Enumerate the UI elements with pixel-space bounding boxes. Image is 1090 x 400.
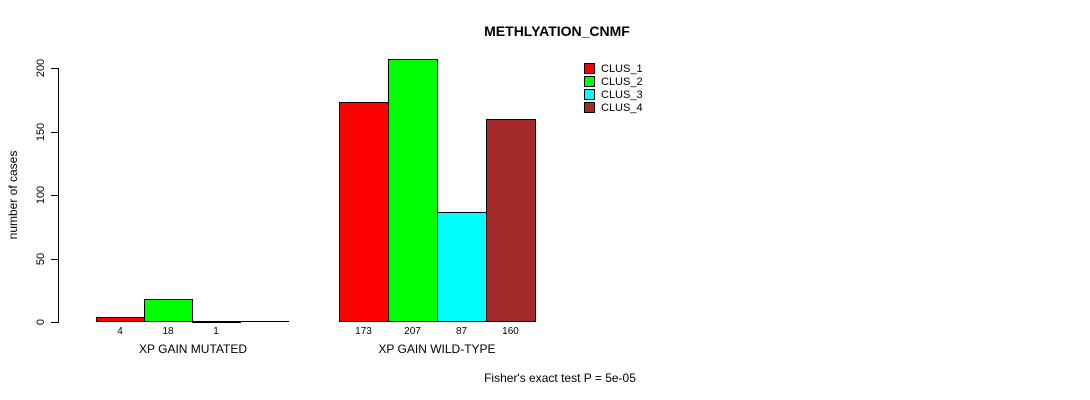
y-tick-label: 150 — [35, 122, 47, 142]
bar-value-label: 18 — [162, 326, 174, 337]
y-tick-label: 200 — [35, 58, 47, 78]
legend-swatch-icon — [584, 102, 595, 113]
legend-item-clus_2: CLUS_2 — [584, 75, 643, 88]
bar-value-label: 87 — [455, 326, 468, 337]
y-axis-title: number of cases — [6, 150, 20, 240]
bar-clus_1-mutated — [96, 317, 145, 322]
bar-clus_4-wild-type — [486, 119, 536, 322]
legend-label: CLUS_1 — [601, 62, 643, 75]
legend-item-clus_4: CLUS_4 — [584, 101, 643, 114]
group-label-wild-type: XP GAIN WILD-TYPE — [378, 342, 496, 356]
legend-item-clus_3: CLUS_3 — [584, 88, 643, 101]
legend: CLUS_1 CLUS_2 CLUS_3 CLUS_4 — [584, 62, 643, 114]
bar-clus_2-mutated — [144, 299, 193, 322]
fisher-test-annotation: Fisher's exact test P = 5e-05 — [484, 371, 636, 385]
bar-clus_2-wild-type — [388, 59, 438, 322]
legend-label: CLUS_4 — [601, 101, 643, 114]
y-axis-line — [58, 68, 59, 323]
chart-title: METHLYATION_CNMF — [484, 23, 630, 39]
legend-swatch-icon — [584, 89, 595, 100]
bar-value-label: 173 — [355, 326, 372, 337]
bar-value-label: 160 — [502, 326, 519, 337]
bar-value-label: 207 — [404, 326, 421, 337]
legend-item-clus_1: CLUS_1 — [584, 62, 643, 75]
legend-swatch-icon — [584, 63, 595, 74]
bar-value-label: 4 — [117, 326, 123, 337]
legend-label: CLUS_2 — [601, 75, 643, 88]
y-tick-mark — [51, 68, 58, 69]
y-tick-mark — [51, 132, 58, 133]
y-tick-mark — [51, 259, 58, 260]
bar-clus_3-wild-type — [437, 212, 487, 322]
legend-label: CLUS_3 — [601, 88, 643, 101]
bar-value-label: 1 — [213, 326, 219, 337]
bar-clus_1-wild-type — [339, 102, 389, 322]
group-label-mutated: XP GAIN MUTATED — [138, 342, 248, 356]
y-tick-label: 50 — [35, 252, 47, 266]
bar-clus_4-mutated — [240, 321, 289, 322]
y-tick-label: 100 — [35, 185, 47, 205]
legend-swatch-icon — [584, 76, 595, 87]
y-tick-mark — [51, 195, 58, 196]
y-tick-mark — [51, 322, 58, 323]
y-tick-label: 0 — [35, 318, 47, 326]
bar-clus_3-mutated — [192, 321, 241, 323]
